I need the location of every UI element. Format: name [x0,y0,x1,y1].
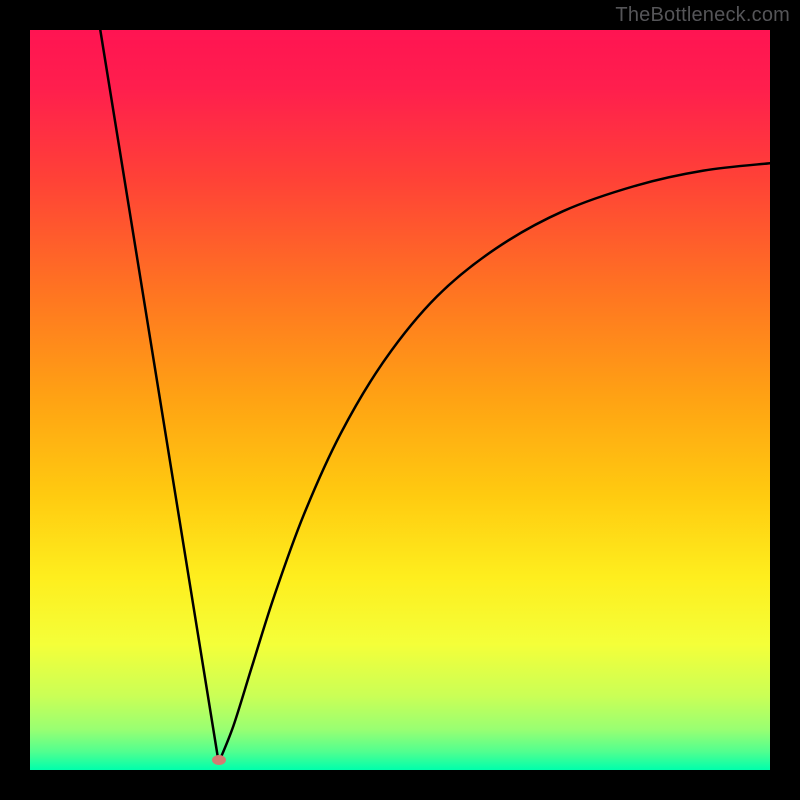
chart-frame: TheBottleneck.com [0,0,800,800]
optimal-point-marker [212,755,226,765]
chart-svg [30,30,770,770]
watermark-text: TheBottleneck.com [615,4,790,27]
background-rect [30,30,770,770]
plot-area [30,30,770,770]
